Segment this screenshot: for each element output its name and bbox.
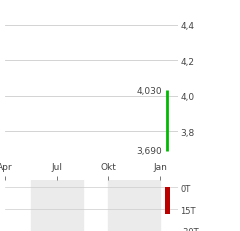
Text: 4,030: 4,030: [136, 86, 162, 95]
Bar: [108, 180, 160, 231]
Text: 3,690: 3,690: [136, 146, 162, 155]
Bar: [165, 187, 170, 214]
Bar: [31, 180, 83, 231]
